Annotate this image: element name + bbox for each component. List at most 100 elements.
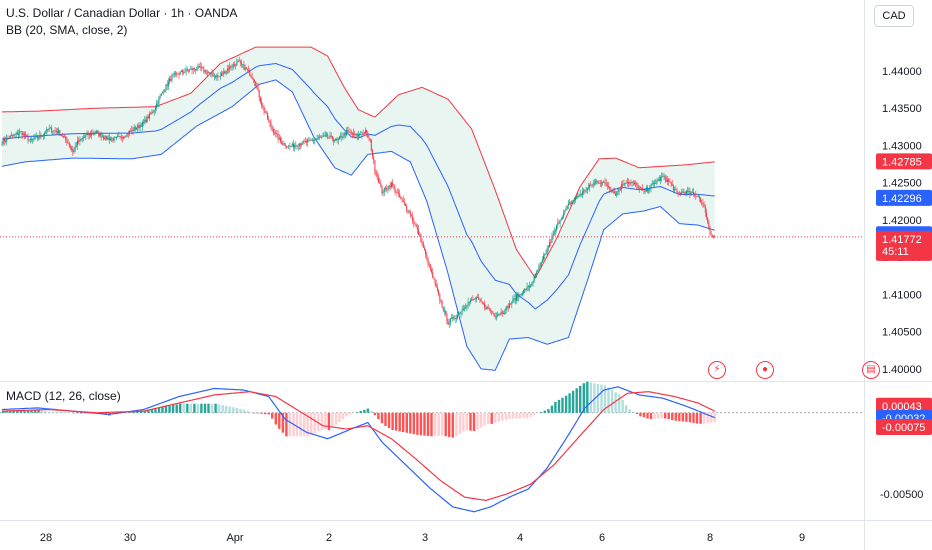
candle[interactable]: [326, 131, 327, 138]
candle[interactable]: [631, 180, 633, 187]
candle[interactable]: [369, 138, 371, 143]
candle[interactable]: [15, 131, 17, 138]
candle[interactable]: [481, 301, 483, 305]
candle[interactable]: [255, 81, 257, 88]
candle[interactable]: [239, 59, 241, 67]
candle[interactable]: [713, 235, 714, 239]
candle[interactable]: [336, 136, 338, 144]
candle[interactable]: [152, 109, 154, 113]
candle[interactable]: [709, 225, 711, 237]
candle[interactable]: [242, 64, 244, 68]
candle[interactable]: [28, 139, 30, 142]
candle[interactable]: [179, 71, 181, 75]
candle[interactable]: [695, 190, 697, 200]
candle[interactable]: [676, 187, 678, 195]
macd-histogram-bar[interactable]: [16, 410, 19, 413]
candle[interactable]: [236, 58, 238, 67]
candle[interactable]: [110, 136, 112, 141]
macd-histogram-bar[interactable]: [586, 381, 589, 413]
candle[interactable]: [274, 128, 276, 135]
candle[interactable]: [218, 76, 220, 78]
candle[interactable]: [54, 127, 56, 135]
candle[interactable]: [192, 68, 194, 75]
macd-histogram-bar[interactable]: [228, 406, 231, 413]
candle[interactable]: [442, 306, 444, 313]
candle[interactable]: [196, 66, 198, 72]
candle[interactable]: [269, 120, 271, 128]
candle[interactable]: [346, 127, 348, 137]
candle[interactable]: [32, 138, 34, 144]
candle[interactable]: [516, 292, 517, 304]
candle[interactable]: [69, 143, 71, 151]
candle[interactable]: [466, 304, 468, 312]
candle[interactable]: [226, 64, 228, 75]
macd-histogram-bar[interactable]: [582, 383, 585, 413]
candle[interactable]: [198, 63, 200, 68]
candle[interactable]: [190, 65, 192, 70]
candle[interactable]: [27, 133, 29, 144]
candle[interactable]: [298, 142, 300, 150]
candle[interactable]: [172, 72, 174, 78]
macd-histogram-bar[interactable]: [642, 412, 646, 418]
candle[interactable]: [217, 72, 219, 81]
candle[interactable]: [21, 131, 23, 140]
candle[interactable]: [261, 98, 263, 109]
candle[interactable]: [490, 307, 491, 314]
candle[interactable]: [596, 179, 598, 185]
candle[interactable]: [452, 313, 454, 322]
candle[interactable]: [403, 198, 405, 206]
candle[interactable]: [270, 118, 272, 131]
candle[interactable]: [630, 179, 632, 187]
macd-histogram-bar[interactable]: [331, 412, 334, 428]
macd-histogram-bar[interactable]: [380, 412, 384, 424]
candle[interactable]: [611, 189, 613, 193]
candle[interactable]: [453, 315, 455, 321]
macd-histogram-bar[interactable]: [136, 411, 139, 413]
candle[interactable]: [578, 193, 580, 198]
candle[interactable]: [103, 134, 104, 141]
candle[interactable]: [128, 130, 130, 137]
candle[interactable]: [592, 179, 594, 189]
candle[interactable]: [634, 180, 635, 186]
candle[interactable]: [278, 134, 280, 140]
candle[interactable]: [68, 141, 70, 149]
macd-histogram-bar[interactable]: [214, 403, 217, 413]
candle[interactable]: [1, 141, 3, 147]
candle[interactable]: [204, 69, 206, 75]
candle[interactable]: [439, 292, 441, 305]
candle[interactable]: [112, 137, 114, 143]
candle[interactable]: [44, 131, 45, 140]
candle[interactable]: [119, 135, 121, 140]
macd-histogram-bar[interactable]: [579, 385, 582, 413]
candle[interactable]: [216, 73, 218, 81]
candle[interactable]: [668, 177, 670, 186]
candle[interactable]: [495, 312, 497, 321]
candle[interactable]: [637, 182, 639, 189]
candle[interactable]: [343, 131, 345, 139]
candle[interactable]: [364, 127, 366, 134]
candle[interactable]: [687, 186, 689, 196]
candle[interactable]: [169, 75, 171, 85]
candle[interactable]: [485, 304, 487, 311]
candle[interactable]: [131, 125, 133, 135]
candle[interactable]: [82, 134, 84, 142]
candle[interactable]: [605, 179, 607, 187]
macd-histogram-bar[interactable]: [674, 412, 677, 421]
candle[interactable]: [543, 252, 545, 262]
candle[interactable]: [10, 131, 12, 137]
candle[interactable]: [205, 69, 207, 76]
macd-histogram-bar[interactable]: [182, 403, 185, 413]
candle[interactable]: [313, 138, 314, 145]
macd-histogram-bar[interactable]: [402, 412, 405, 433]
candle[interactable]: [664, 174, 666, 184]
candle[interactable]: [649, 185, 651, 194]
candle[interactable]: [367, 130, 369, 139]
candle[interactable]: [165, 84, 167, 93]
candle[interactable]: [484, 300, 486, 311]
candle[interactable]: [685, 189, 687, 197]
candle[interactable]: [577, 192, 579, 199]
currency-button[interactable]: CAD: [874, 5, 914, 27]
macd-histogram-bar[interactable]: [515, 412, 518, 419]
candle[interactable]: [145, 116, 147, 124]
macd-histogram-bar[interactable]: [359, 411, 362, 413]
